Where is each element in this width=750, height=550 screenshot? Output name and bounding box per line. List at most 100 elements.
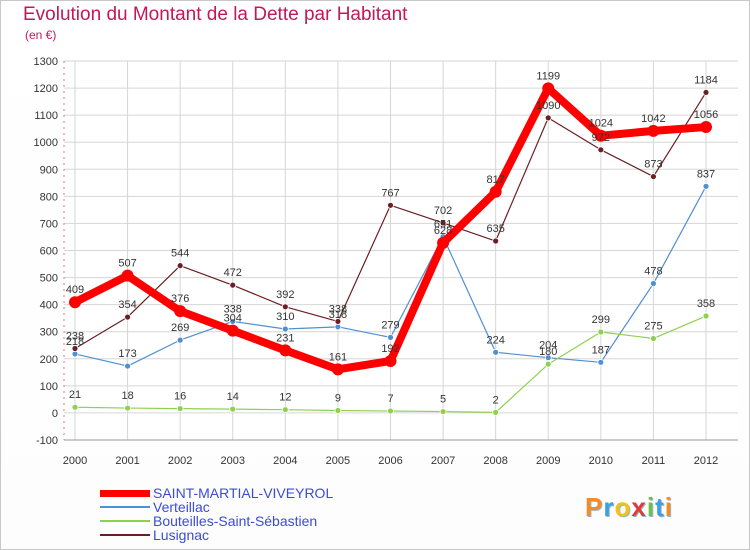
legend-swatch	[100, 520, 150, 522]
data-point	[121, 269, 134, 282]
y-tick-label: 900	[40, 164, 58, 176]
y-tick-label: 1300	[34, 56, 58, 68]
chart-subtitle: (en €)	[25, 28, 57, 42]
data-point	[281, 325, 289, 333]
data-label: 187	[592, 344, 610, 356]
data-label: 18	[121, 390, 133, 402]
data-label: 376	[171, 293, 189, 305]
data-label: 817	[486, 174, 504, 186]
data-label: 161	[329, 351, 347, 363]
y-tick-label: 400	[40, 300, 58, 312]
logo-letter: i	[664, 492, 673, 522]
x-tick-label: 2007	[431, 455, 455, 467]
x-tick-label: 2006	[378, 455, 402, 467]
data-label: 837	[697, 168, 715, 180]
data-point	[334, 407, 342, 414]
x-tick-label: 2009	[536, 455, 560, 467]
data-label: 12	[279, 392, 291, 404]
x-tick-label: 2005	[326, 455, 350, 467]
y-tick-label: 100	[40, 381, 58, 393]
legend-label: SAINT-MARTIAL-VIVEYROL	[153, 485, 334, 501]
data-point	[542, 82, 555, 95]
legend-swatch	[100, 490, 150, 497]
data-point	[174, 305, 187, 318]
data-point	[229, 318, 237, 325]
data-point	[229, 281, 237, 289]
data-point	[331, 363, 344, 376]
legend-label: Lusignac	[153, 527, 210, 543]
data-point	[229, 405, 237, 413]
legend-swatch	[100, 506, 150, 508]
x-tick-label: 2010	[589, 455, 613, 467]
data-label: 354	[118, 299, 136, 311]
y-tick-label: 300	[40, 327, 58, 339]
data-point	[544, 114, 552, 122]
y-tick-label: 500	[40, 273, 58, 285]
data-label: 204	[539, 340, 557, 352]
data-point	[384, 354, 397, 367]
logo-letter: r	[603, 492, 615, 522]
data-label: 173	[118, 348, 136, 360]
data-point	[176, 405, 184, 412]
data-point	[597, 358, 605, 366]
chart-title: Evolution du Montant de la Dette par Hab…	[23, 4, 408, 25]
data-label: 304	[224, 313, 242, 325]
data-label: 635	[486, 223, 504, 235]
data-label: 338	[329, 303, 347, 315]
data-label: 873	[644, 159, 662, 171]
data-label: 2	[493, 394, 499, 406]
data-label: 269	[171, 322, 189, 334]
x-tick-label: 2001	[115, 455, 139, 467]
y-tick-label: 800	[40, 191, 58, 203]
data-point	[334, 318, 342, 325]
data-label: 392	[276, 289, 294, 301]
data-point	[281, 303, 289, 311]
data-label: 702	[434, 205, 452, 217]
data-label: 7	[387, 393, 393, 405]
x-tick-label: 2012	[694, 455, 718, 467]
data-label: 318	[329, 309, 347, 321]
data-point	[124, 362, 131, 370]
data-label: 1042	[641, 113, 665, 125]
logo-letter: x	[631, 492, 647, 522]
data-label: 218	[66, 336, 84, 348]
data-point	[439, 219, 447, 227]
data-point	[387, 201, 394, 209]
data-label: 628	[434, 225, 452, 237]
x-tick-label: 2008	[483, 455, 507, 467]
data-label: 472	[224, 267, 242, 279]
legend-label: Verteillac	[153, 499, 210, 515]
data-label: 651	[434, 219, 452, 231]
x-tick-label: 2002	[168, 455, 192, 467]
data-point	[387, 333, 394, 341]
data-label: 478	[644, 266, 662, 278]
data-label: 338	[224, 303, 242, 315]
data-label: 275	[644, 320, 662, 332]
data-label: 279	[381, 319, 399, 331]
data-point	[226, 324, 239, 337]
data-point	[702, 312, 710, 320]
data-point	[176, 262, 184, 270]
data-point	[492, 237, 500, 245]
data-point	[176, 336, 184, 344]
y-tick-label: 1200	[34, 83, 58, 95]
data-label: 1024	[589, 118, 613, 130]
data-label: 358	[697, 298, 715, 310]
data-label: 1199	[536, 70, 560, 82]
x-tick-label: 2003	[221, 455, 245, 467]
data-label: 9	[335, 392, 341, 404]
data-label: 180	[539, 346, 557, 358]
data-label: 1184	[694, 74, 718, 86]
data-label: 972	[592, 132, 610, 144]
y-tick-label: 0	[52, 408, 58, 420]
data-point	[387, 407, 394, 415]
data-label: 299	[592, 314, 610, 326]
data-label: 192	[381, 343, 399, 355]
data-label: 21	[69, 389, 81, 401]
y-tick-label: 700	[40, 218, 58, 230]
data-point	[650, 335, 657, 342]
data-label: 231	[276, 332, 294, 344]
data-label: 14	[227, 391, 239, 403]
logo-letter: P	[585, 492, 604, 522]
